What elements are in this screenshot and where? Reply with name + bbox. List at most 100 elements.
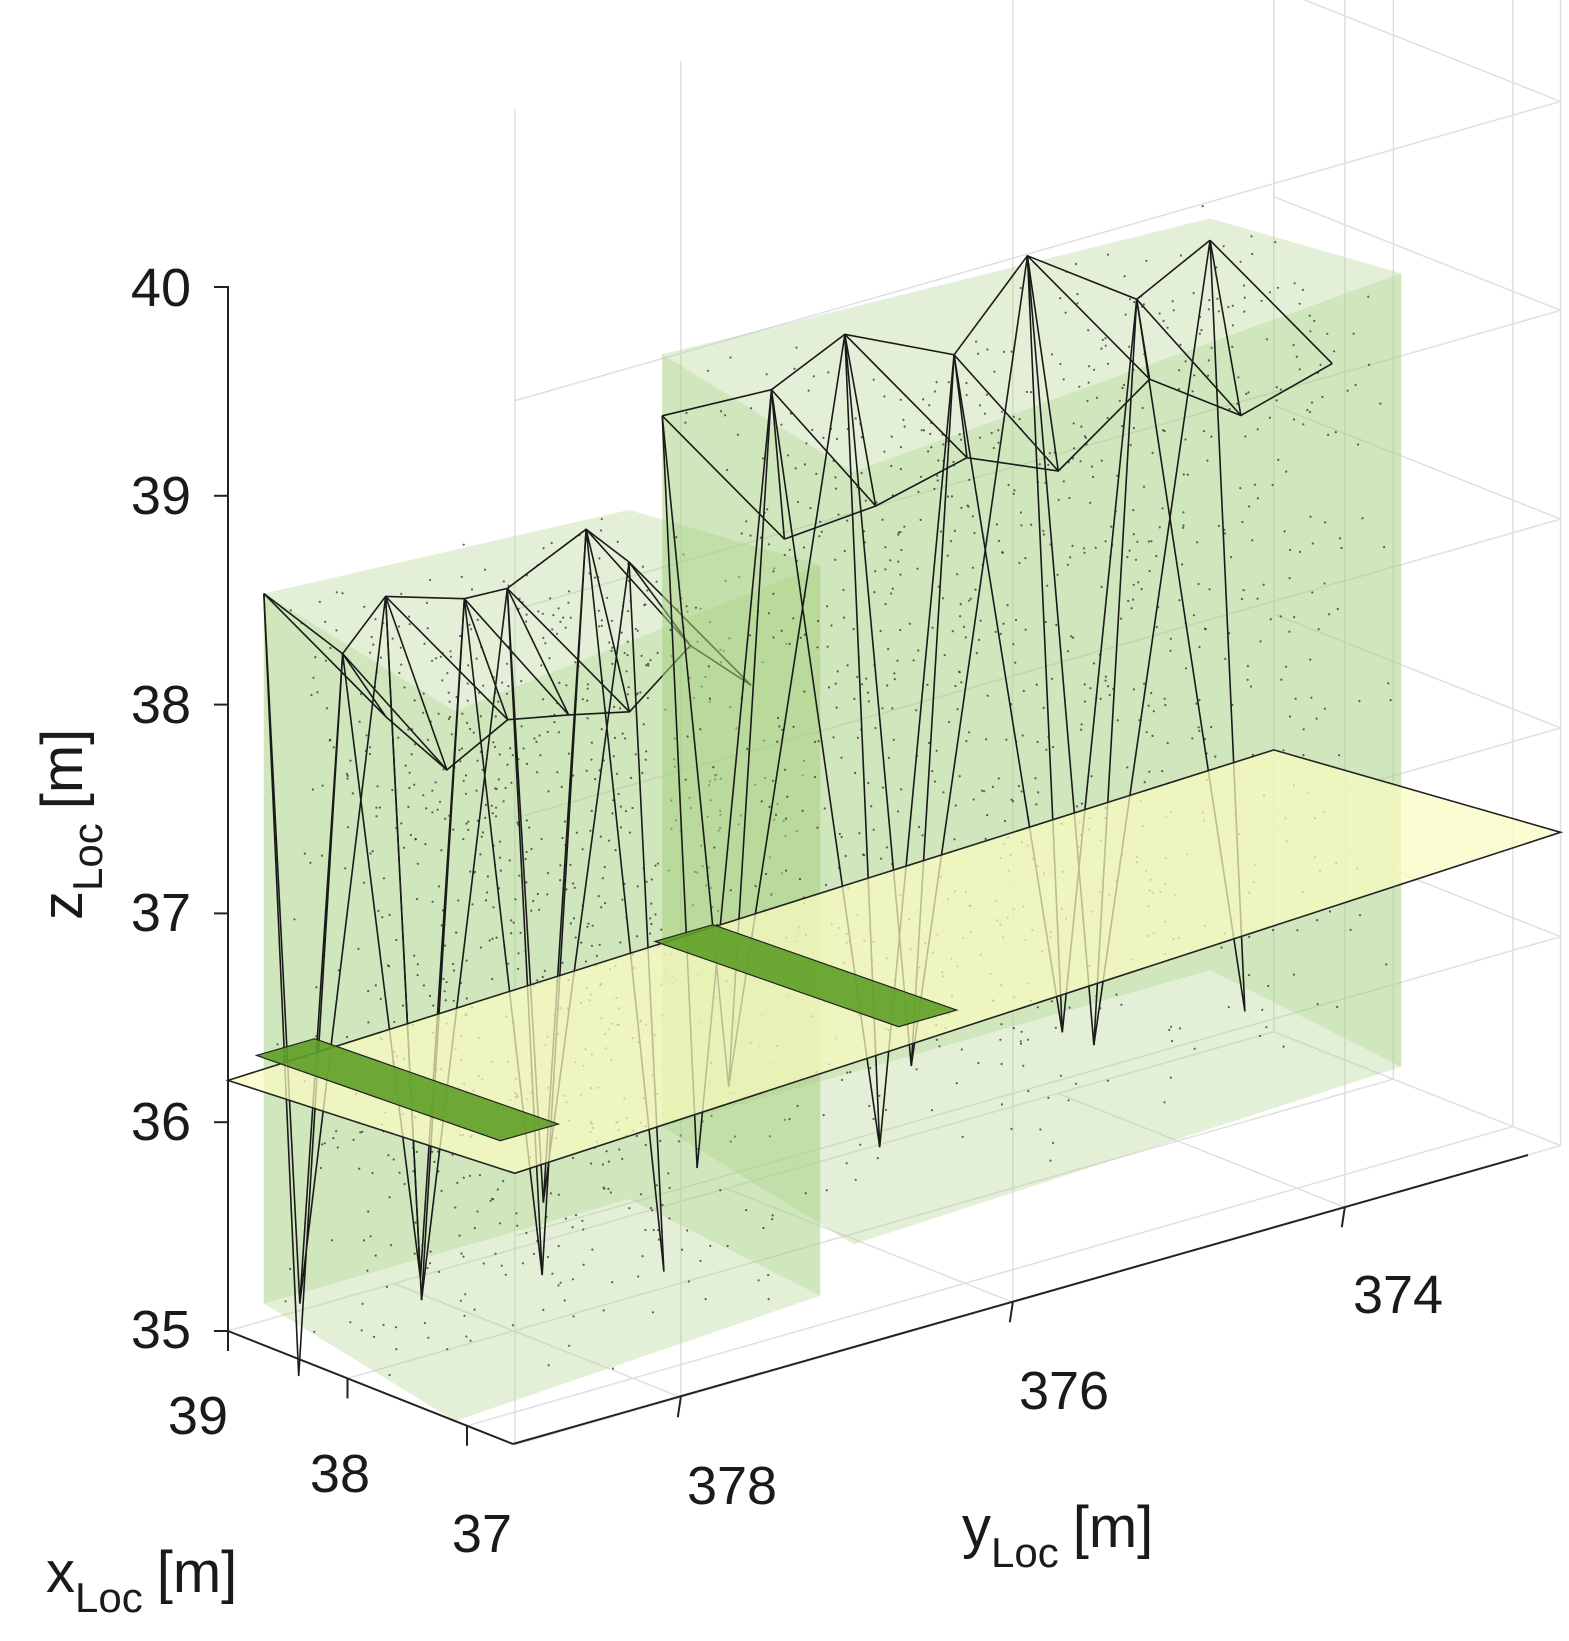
data-point xyxy=(804,1192,807,1195)
data-point xyxy=(763,511,766,514)
data-point xyxy=(369,746,372,749)
data-point xyxy=(1049,1159,1052,1162)
data-point xyxy=(429,578,432,582)
data-point xyxy=(670,827,673,830)
data-point xyxy=(856,736,860,739)
data-point xyxy=(710,1114,713,1117)
data-point xyxy=(1014,618,1018,622)
data-point xyxy=(1046,584,1049,587)
mesh-edge xyxy=(1136,298,1242,417)
data-point xyxy=(812,375,815,378)
data-point xyxy=(545,1215,548,1219)
data-point xyxy=(649,1206,653,1210)
data-point xyxy=(1315,717,1318,720)
data-point xyxy=(817,740,820,743)
data-point xyxy=(336,1146,339,1149)
data-point xyxy=(1140,588,1143,591)
data-point xyxy=(593,576,597,579)
data-point xyxy=(738,575,741,579)
data-point xyxy=(974,588,977,591)
data-point xyxy=(414,743,417,746)
data-point xyxy=(939,530,943,533)
data-point xyxy=(462,1255,465,1258)
data-point xyxy=(373,1335,376,1338)
data-point xyxy=(621,898,624,901)
data-point xyxy=(1161,507,1164,510)
data-point xyxy=(1150,691,1153,695)
data-point xyxy=(640,654,643,657)
data-point xyxy=(1259,640,1262,643)
data-point xyxy=(367,990,370,993)
data-point xyxy=(479,853,482,856)
data-point xyxy=(754,885,757,888)
data-point xyxy=(525,850,528,854)
data-point xyxy=(604,902,607,905)
data-point xyxy=(1010,798,1013,801)
data-point xyxy=(1140,295,1143,298)
data-point xyxy=(316,691,319,694)
data-point xyxy=(915,1068,918,1071)
data-point xyxy=(1171,300,1174,303)
data-point xyxy=(1385,963,1388,966)
data-point xyxy=(1203,627,1206,630)
data-point xyxy=(1248,935,1251,939)
data-point xyxy=(1198,729,1201,733)
data-point xyxy=(724,579,727,583)
data-point xyxy=(1247,974,1251,977)
data-point xyxy=(573,886,576,889)
data-point xyxy=(408,771,411,774)
data-point xyxy=(449,650,452,653)
data-point xyxy=(597,609,601,612)
data-point xyxy=(1152,710,1155,713)
data-point xyxy=(341,592,344,595)
data-point xyxy=(454,1206,457,1209)
data-point xyxy=(854,771,857,775)
data-point xyxy=(551,628,554,631)
data-point xyxy=(507,584,510,587)
data-point xyxy=(602,1186,605,1189)
data-point xyxy=(1358,914,1362,917)
mesh-edge xyxy=(463,598,570,716)
data-point xyxy=(397,736,400,739)
data-point xyxy=(507,685,510,688)
data-point xyxy=(1383,545,1386,549)
data-point xyxy=(400,822,403,825)
data-point xyxy=(1261,1008,1264,1012)
data-point xyxy=(1199,315,1202,318)
data-point xyxy=(464,1293,467,1296)
data-point xyxy=(1089,501,1092,504)
data-point xyxy=(1095,697,1098,700)
data-point xyxy=(1002,622,1005,625)
data-point xyxy=(408,615,411,618)
data-point xyxy=(767,612,770,615)
grid-line xyxy=(1302,0,1561,103)
data-point xyxy=(765,373,768,376)
data-point xyxy=(997,777,1000,780)
data-point xyxy=(1306,408,1309,412)
data-point xyxy=(535,740,538,744)
data-point xyxy=(1104,337,1107,340)
data-point xyxy=(375,806,378,809)
data-point xyxy=(708,621,712,624)
data-point xyxy=(1030,523,1033,526)
data-point xyxy=(1294,697,1297,700)
data-point xyxy=(1222,245,1225,248)
data-point xyxy=(986,694,989,697)
data-point xyxy=(1011,800,1015,803)
data-point xyxy=(1205,752,1208,755)
data-point xyxy=(641,771,644,775)
data-point xyxy=(1311,542,1314,545)
data-point xyxy=(365,734,368,737)
data-point xyxy=(284,1300,287,1303)
data-point xyxy=(459,760,462,763)
data-point xyxy=(590,944,594,947)
data-point xyxy=(493,745,497,749)
data-point xyxy=(762,1226,765,1230)
data-point xyxy=(352,1138,355,1141)
data-point xyxy=(772,592,775,595)
ticks xyxy=(214,286,1346,1446)
data-point xyxy=(507,962,510,965)
data-point xyxy=(785,869,788,872)
data-point xyxy=(649,659,652,662)
data-point xyxy=(966,504,969,507)
